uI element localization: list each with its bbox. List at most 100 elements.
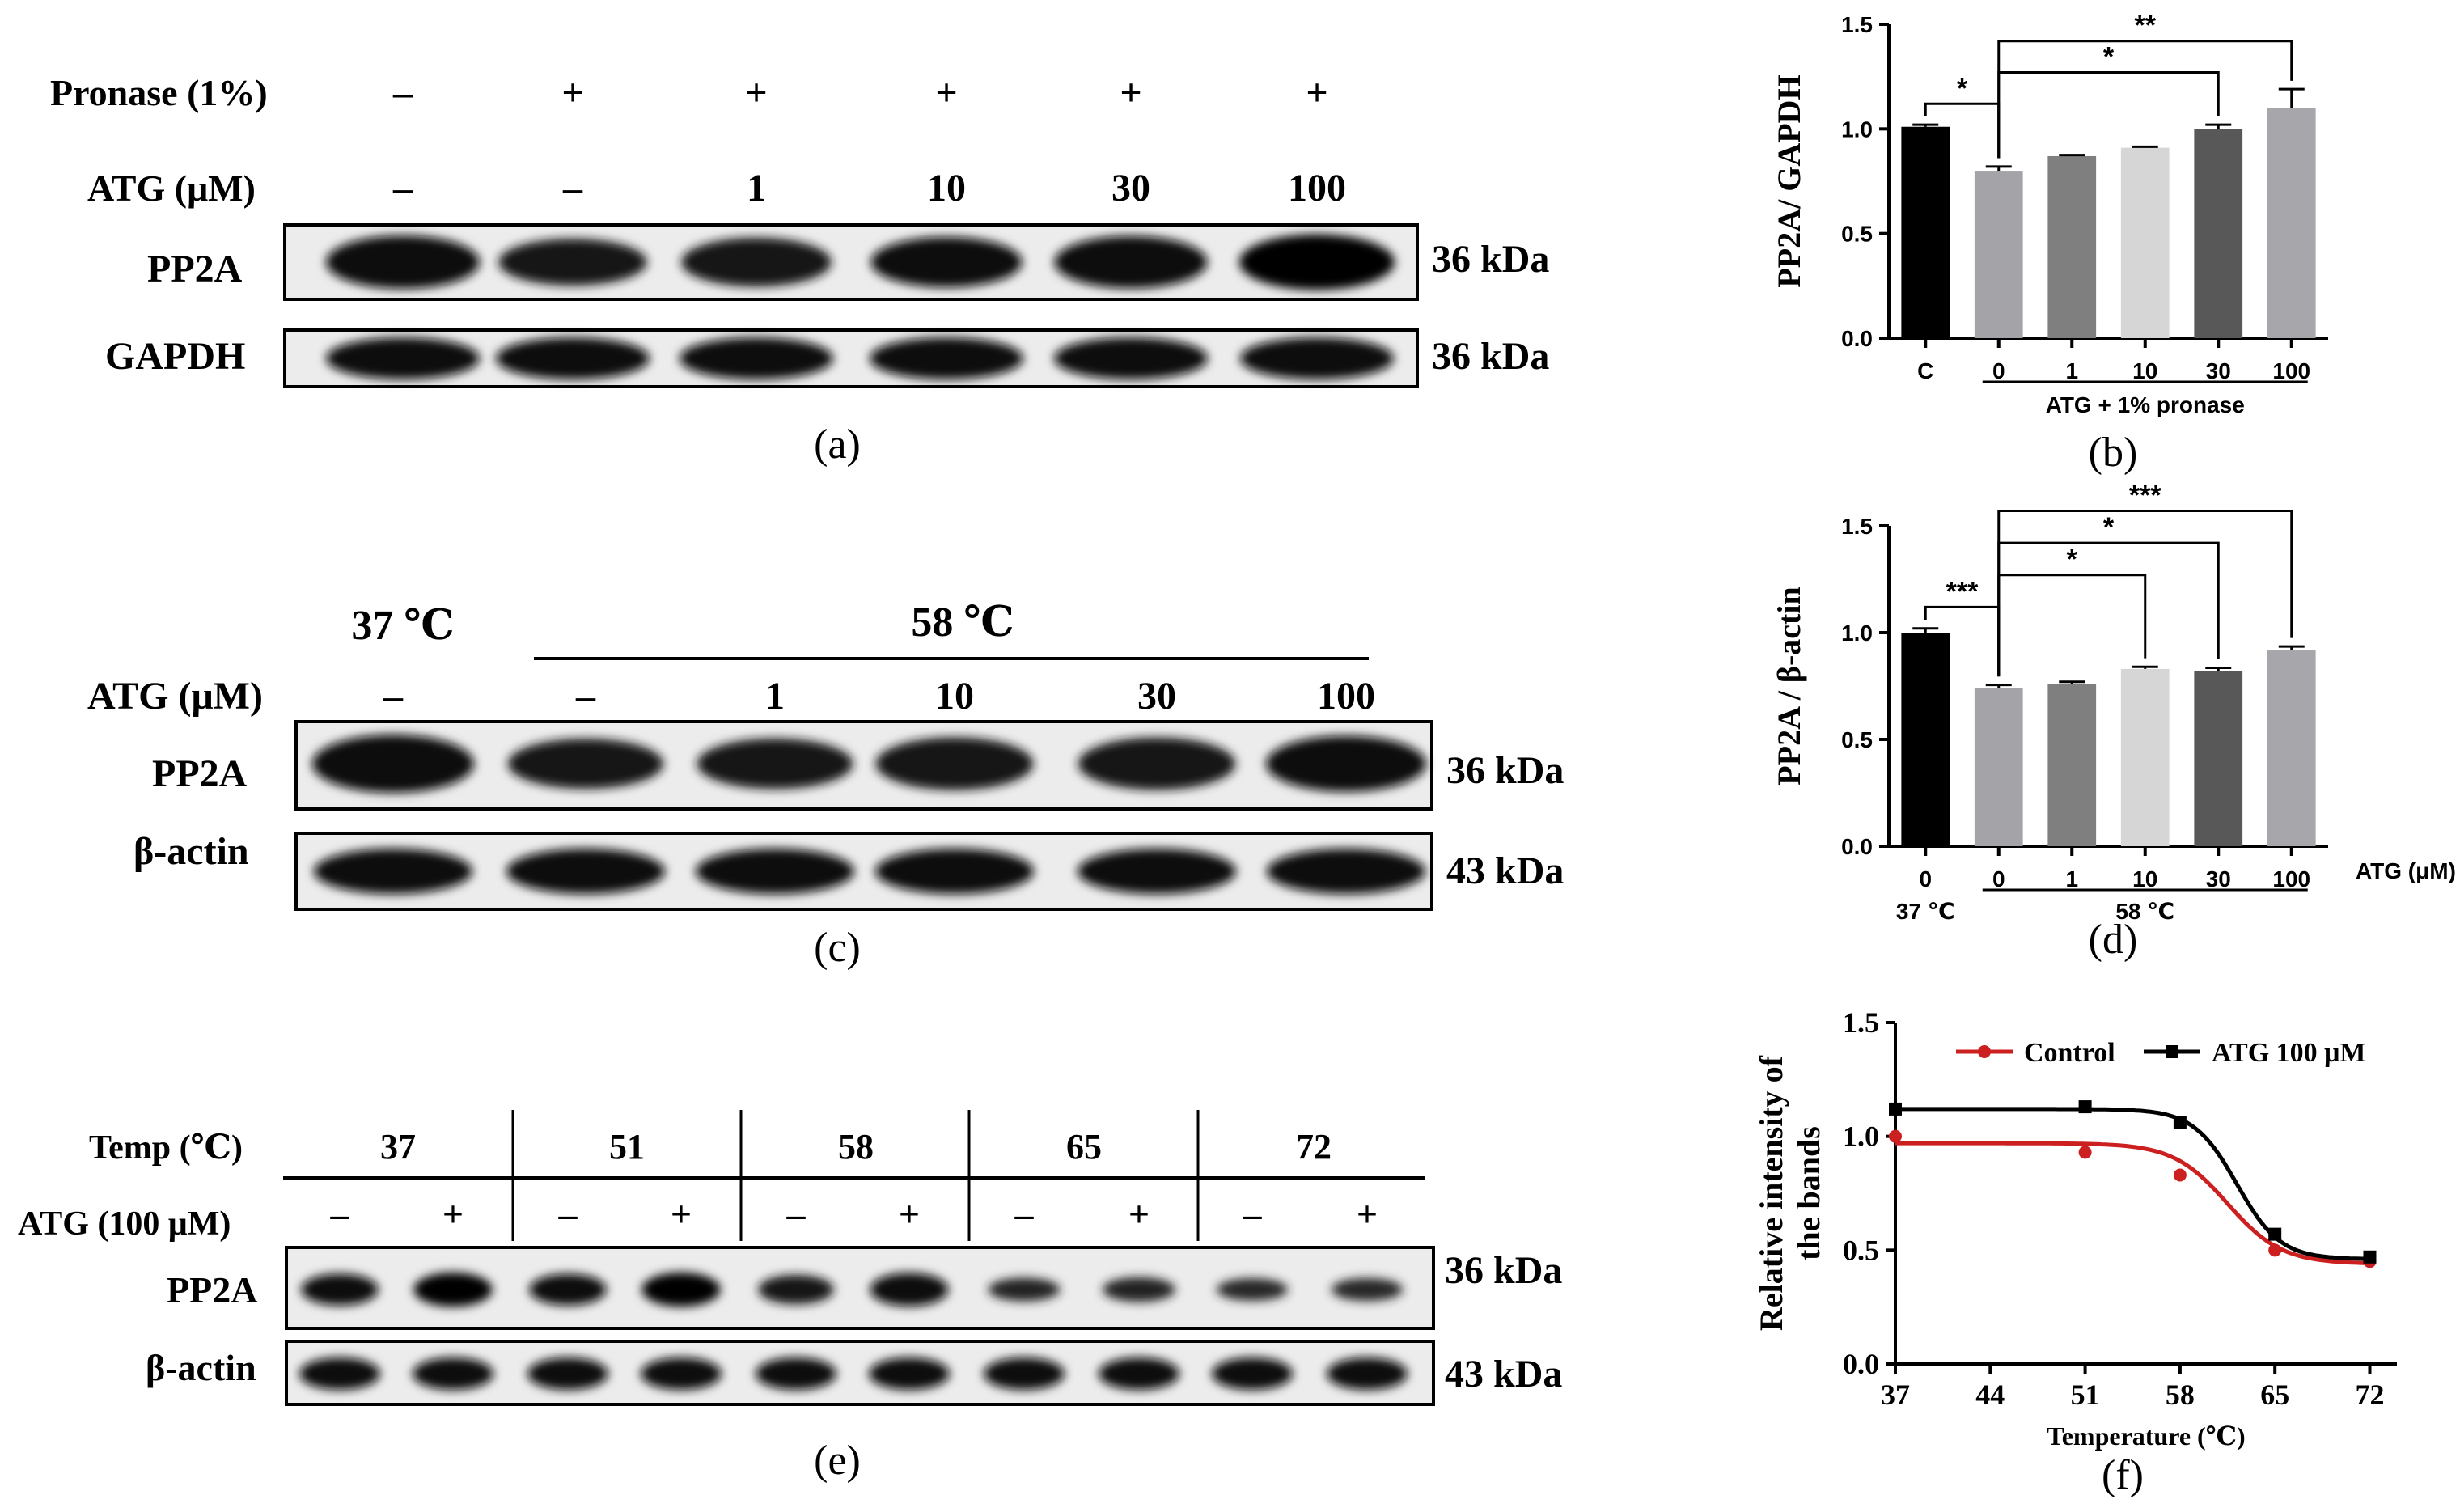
lane-value: +	[671, 1193, 692, 1235]
bar	[2120, 147, 2170, 338]
protein-band	[1054, 235, 1208, 289]
protein-band	[875, 849, 1034, 894]
protein-band	[1078, 849, 1236, 894]
pronase-values: – + + + + +	[392, 71, 1328, 114]
protein-band	[680, 337, 833, 379]
lane-value: –	[562, 167, 583, 210]
lane-value: +	[1128, 1193, 1150, 1235]
protein-band	[875, 737, 1034, 790]
blot-c-actin-membrane	[294, 832, 1433, 911]
x-tick-label: 1	[2065, 866, 2078, 892]
panel-e: Temp (℃) 37 51 58 65 72 ATG (100 μM) – + – + – + –…	[18, 1110, 1562, 1484]
x-tick-label: 44	[1975, 1379, 2005, 1411]
protein-band	[506, 849, 665, 894]
atg-values-c: – – 1 10 30 100	[383, 675, 1375, 718]
atg-row-label: ATG (μM)	[87, 167, 256, 209]
lane-value: –	[558, 1193, 578, 1235]
blot-c-pp2a-label: PP2A	[152, 752, 248, 795]
significance-label: *	[1957, 73, 1968, 104]
x-tick-label: 58	[2166, 1379, 2195, 1411]
x-tick-label: 1	[2065, 358, 2078, 383]
bar	[2267, 650, 2316, 846]
lane-value: –	[330, 1193, 350, 1235]
lane-value: –	[392, 167, 413, 210]
group-label: ATG + 1% pronase	[2046, 392, 2245, 417]
atg-100-values: – + – + – + – + – +	[330, 1193, 1378, 1235]
bar	[1974, 688, 2023, 846]
protein-band	[988, 1277, 1061, 1302]
group-right-label: 58 ℃	[2115, 899, 2174, 924]
panel-a-caption: (a)	[814, 421, 861, 468]
bar	[1901, 633, 1950, 846]
y-tick-label: 0.5	[1841, 222, 1873, 247]
blot-c-pp2a-membrane	[294, 720, 1433, 811]
protein-band	[413, 1272, 493, 1307]
y-tick-label: 0.0	[1841, 834, 1873, 859]
lane-value: 10	[927, 167, 966, 210]
protein-band	[496, 337, 650, 379]
blot-c-actin-size: 43 kDa	[1446, 849, 1564, 892]
x-tick-label: 37	[1881, 1379, 1910, 1411]
blot-e-pp2a-label: PP2A	[167, 1269, 257, 1311]
protein-band	[1078, 737, 1236, 790]
data-point	[2078, 1100, 2092, 1114]
protein-band	[641, 1357, 722, 1390]
blot-e-pp2a-bands	[301, 1272, 1404, 1307]
y-tick-label: 1.0	[1841, 116, 1873, 142]
panel-e-caption: (e)	[814, 1438, 861, 1484]
x-tick-label: C	[1917, 358, 1933, 383]
protein-band	[870, 337, 1023, 379]
data-point	[2173, 1116, 2187, 1129]
panel-f-caption: (f)	[2102, 1452, 2144, 1498]
bar	[2194, 671, 2243, 846]
blot-a-gapdh-bands	[326, 337, 1394, 379]
significance-label: ***	[1946, 576, 1979, 607]
x-tick-label: 10	[2132, 866, 2157, 892]
protein-band	[1240, 337, 1394, 379]
protein-band	[1103, 1277, 1175, 1302]
temp-37-label: 37 ℃	[351, 603, 454, 649]
lane-value: +	[1120, 71, 1141, 114]
panel-a: Pronase (1%) ATG (μM) – + + + + + – –1 10 30 100 …	[50, 71, 1549, 468]
lane-value: –	[1243, 1193, 1263, 1235]
y-tick-label: 1.5	[1841, 514, 1873, 539]
lane-value: +	[561, 71, 583, 114]
blot-e-pp2a-size: 36 kDa	[1445, 1249, 1562, 1292]
lane-value: 100	[1288, 167, 1346, 210]
y-tick-label: 1.5	[1841, 12, 1873, 37]
bar	[2194, 129, 2243, 339]
data-point	[1889, 1102, 1902, 1116]
protein-band	[299, 1357, 380, 1390]
protein-band	[869, 1357, 950, 1390]
data-point	[2363, 1250, 2377, 1264]
protein-band	[1267, 849, 1425, 894]
protein-band	[529, 1273, 607, 1306]
temperature-value: 51	[609, 1127, 645, 1167]
protein-band	[312, 735, 474, 793]
significance-bracket	[1997, 510, 2293, 677]
x-tick-label: 30	[2206, 358, 2231, 383]
y-tick-label: 1.0	[1843, 1120, 1879, 1153]
x-axis-label: Temperature (℃)	[2047, 1421, 2245, 1451]
protein-band	[326, 337, 480, 379]
protein-band	[696, 849, 854, 894]
bar	[2047, 155, 2097, 338]
protein-band	[681, 237, 832, 287]
blot-e-actin-size: 43 kDa	[1445, 1353, 1562, 1396]
significance-label: *	[2067, 544, 2078, 575]
protein-band	[326, 235, 480, 289]
lane-value: 1	[765, 675, 785, 718]
y-tick-label: 0.5	[1843, 1234, 1879, 1266]
temperature-dividers	[511, 1110, 1200, 1241]
legend-marker	[1978, 1045, 1991, 1058]
blot-a-pp2a-bands	[326, 234, 1395, 290]
protein-band	[1212, 1357, 1293, 1390]
blot-a-pp2a-label: PP2A	[147, 248, 243, 290]
blot-e-actin-bands	[299, 1357, 1408, 1390]
y-tick-label: 0.0	[1843, 1348, 1879, 1380]
x-tick-label: 10	[2132, 358, 2157, 383]
significance-bracket	[1997, 40, 2293, 159]
temperature-value: 58	[838, 1127, 874, 1167]
blot-a-pp2a-size: 36 kDa	[1432, 238, 1549, 281]
significance-label: **	[2135, 11, 2157, 41]
